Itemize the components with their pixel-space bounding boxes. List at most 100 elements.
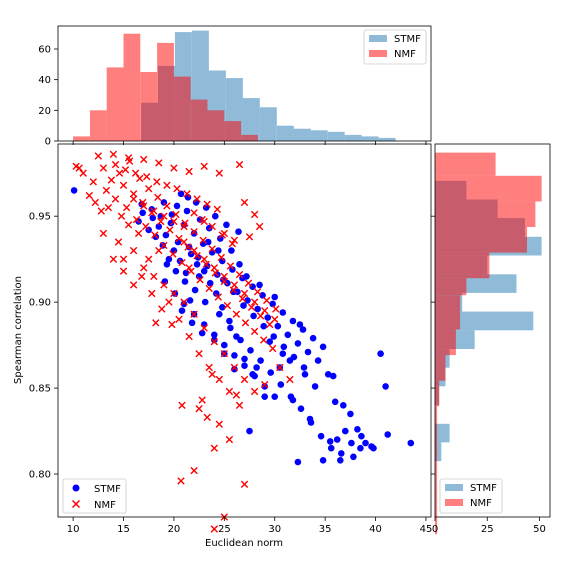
- nmf-point: [140, 155, 148, 164]
- nmf-point: [215, 169, 223, 177]
- stmf-point: [368, 443, 375, 450]
- nmf-point: [107, 176, 116, 184]
- stmf-point: [357, 444, 364, 452]
- stmf-point: [300, 364, 308, 371]
- nmf-point: [122, 203, 131, 212]
- nmf-point: [269, 344, 277, 353]
- stmf-point: [227, 324, 234, 332]
- stmf-point: [250, 312, 257, 320]
- nmf-top-bar: [90, 110, 107, 141]
- nmf-point: [276, 363, 284, 372]
- stmf-point: [270, 333, 278, 340]
- nmf-point: [200, 324, 208, 332]
- right-legend-label-stmf: STMF: [470, 483, 497, 494]
- stmf-top-bar: [327, 131, 345, 141]
- right-x-tick-label: 25: [481, 524, 494, 535]
- nmf-right-bar: [435, 329, 456, 356]
- nmf-point: [152, 319, 160, 327]
- nmf-point: [91, 198, 99, 207]
- nmf-right-bar: [435, 227, 527, 253]
- stmf-point: [241, 355, 248, 363]
- nmf-point: [143, 173, 151, 181]
- stmf-point: [180, 300, 188, 308]
- stmf-point: [228, 247, 235, 254]
- nmf-point: [79, 169, 87, 177]
- x-axis-label: Euclidean norm: [205, 538, 283, 549]
- stmf-point: [299, 326, 307, 333]
- nmf-top-bar: [140, 72, 158, 141]
- nmf-point: [140, 264, 148, 272]
- nmf-point: [155, 246, 163, 255]
- nmf-right-bar: [435, 278, 467, 296]
- right-histogram: 0 25 50 STMF NMF: [431, 143, 551, 535]
- nmf-point: [160, 281, 168, 289]
- nmf-top-bar: [207, 110, 225, 141]
- nmf-point: [255, 222, 264, 231]
- stmf-point: [254, 305, 261, 313]
- nmf-point: [180, 238, 188, 246]
- stmf-point: [226, 317, 233, 325]
- nmf-right-bar: [435, 483, 438, 509]
- nmf-right-bar: [435, 431, 438, 458]
- stmf-point: [311, 383, 319, 390]
- nmf-point: [215, 375, 223, 384]
- stmf-point: [340, 402, 347, 409]
- nmf-point: [163, 181, 171, 189]
- stmf-top-bar: [276, 125, 294, 141]
- nmf-point: [210, 444, 218, 452]
- right-legend: STMF NMF: [439, 478, 503, 514]
- stmf-point: [236, 261, 243, 268]
- top-legend: STMF NMF: [363, 29, 427, 65]
- nmf-point: [193, 195, 201, 203]
- nmf-point: [109, 150, 118, 158]
- nmf-point: [177, 477, 185, 485]
- nmf-point: [235, 270, 244, 279]
- x-tick-label: 15: [117, 524, 130, 535]
- stmf-point: [269, 300, 277, 308]
- stmf-point: [253, 364, 260, 371]
- nmf-right-bar: [435, 508, 438, 535]
- stmf-point: [198, 329, 206, 337]
- stmf-point: [271, 393, 279, 401]
- nmf-point: [104, 203, 113, 212]
- stmf-point: [247, 347, 254, 354]
- nmf-point: [102, 186, 111, 195]
- stmf-point: [309, 334, 317, 342]
- nmf-point: [263, 296, 271, 305]
- nmf-point: [226, 262, 235, 270]
- right-legend-swatch-nmf: [445, 499, 463, 506]
- nmf-point: [210, 264, 218, 272]
- nmf-point: [272, 305, 280, 313]
- nmf-point: [202, 260, 210, 268]
- stmf-point: [173, 202, 181, 210]
- stmf-point: [188, 319, 196, 327]
- top-histogram: 0 20 40 60 STMF NMF: [38, 25, 432, 148]
- stmf-point: [231, 352, 238, 359]
- nmf-point: [119, 255, 128, 263]
- stmf-point: [177, 190, 185, 198]
- nmf-top-bar: [157, 42, 174, 141]
- stmf-point: [297, 405, 305, 413]
- nmf-point: [109, 255, 118, 263]
- stmf-point: [223, 221, 230, 229]
- nmf-point: [230, 236, 239, 244]
- nmf-point: [129, 195, 138, 203]
- nmf-right-bar: [435, 252, 490, 279]
- nmf-top-bar: [106, 67, 124, 141]
- nmf-point: [165, 298, 173, 306]
- stmf-point: [200, 321, 208, 328]
- stmf-point: [163, 261, 171, 268]
- x-tick-label: 40: [369, 524, 382, 535]
- stmf-point: [181, 278, 189, 285]
- nmf-point: [124, 154, 133, 162]
- nmf-point: [200, 162, 208, 170]
- stmf-point: [190, 230, 198, 237]
- right-x-tick-label: 50: [533, 524, 546, 535]
- nmf-point: [250, 298, 259, 306]
- stmf-point: [294, 458, 302, 466]
- nmf-point: [220, 350, 228, 358]
- nmf-point: [217, 253, 225, 262]
- stmf-point: [162, 231, 170, 239]
- nmf-point: [166, 226, 174, 234]
- scatter-legend: STMF NMF: [62, 478, 127, 514]
